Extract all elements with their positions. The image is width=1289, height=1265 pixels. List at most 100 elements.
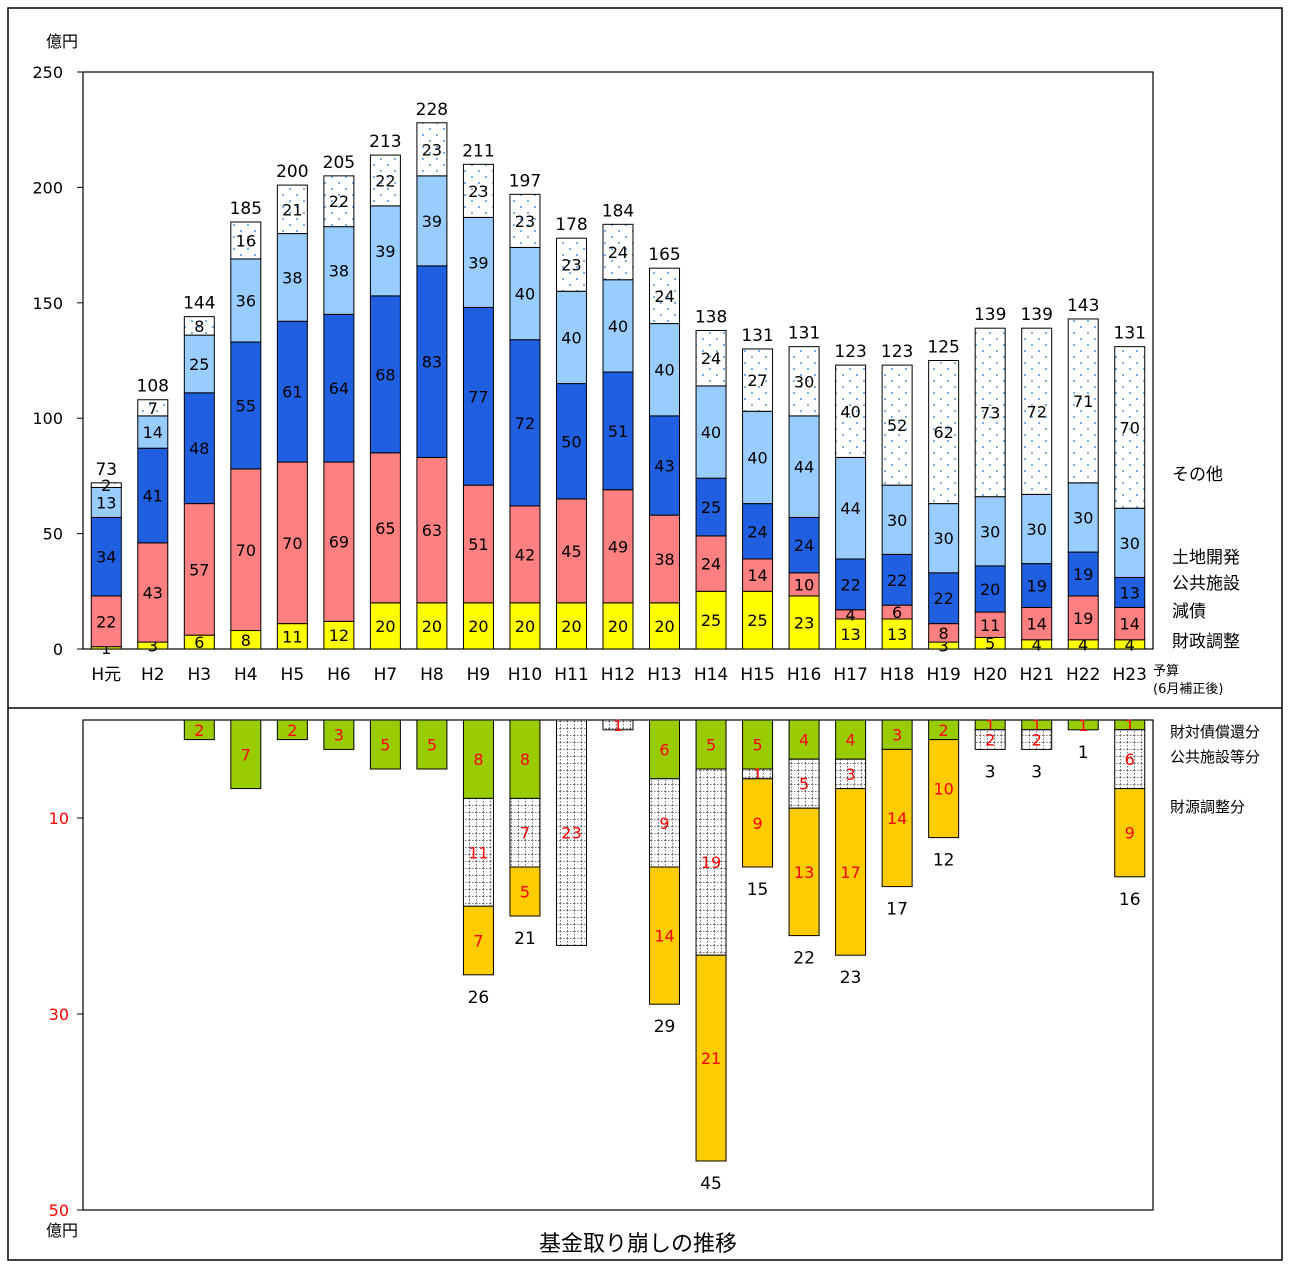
bottom-segment-label: 6: [1125, 750, 1135, 769]
top-segment-label: 65: [375, 519, 395, 538]
top-segment-label: 14: [747, 566, 767, 585]
top-bar-segment: [555, 383, 587, 500]
top-bar-segment: [230, 341, 262, 470]
top-segment-label: 23: [468, 182, 488, 201]
bottom-segment-label: 1: [985, 716, 995, 735]
top-bar-segment: [742, 410, 774, 505]
bottom-bar-segment: [742, 719, 774, 770]
top-segment-label: 71: [1073, 392, 1093, 411]
bottom-segment-label: 4: [846, 731, 856, 750]
top-bar-segment: [509, 505, 541, 604]
top-segment-label: 72: [1027, 402, 1047, 421]
top-total-label: 211: [462, 141, 494, 161]
bottom-segment-label: 11: [468, 843, 488, 862]
top-bar-segment: [276, 623, 308, 650]
x-category-label: H7: [374, 665, 398, 685]
bottom-segment-label: 14: [654, 927, 674, 946]
top-legend-entry: 土地開発: [1172, 548, 1240, 568]
top-bar-segment: [928, 572, 960, 625]
top-bar-segment: [183, 503, 215, 636]
top-bar-segment: [90, 595, 122, 648]
top-bar-segment: [416, 602, 448, 650]
top-segment-label: 40: [654, 361, 674, 380]
top-bar-segment: [1067, 482, 1099, 553]
top-bar-segment: [137, 542, 169, 643]
top-segment-label: 25: [189, 355, 209, 374]
top-segment-label: 30: [980, 522, 1000, 541]
bottom-bar-segment: [416, 719, 448, 770]
top-bar-segment: [1067, 318, 1099, 484]
bottom-segment-label: 3: [892, 726, 902, 745]
bottom-total-label: 15: [747, 880, 769, 900]
top-segment-label: 20: [654, 617, 674, 636]
top-bar-segment: [695, 477, 727, 537]
x-category-label: H元: [91, 665, 121, 685]
bottom-bar-segment: [788, 807, 820, 937]
top-segment-label: 40: [840, 402, 860, 421]
x-category-label: H22: [1066, 665, 1100, 685]
top-total-label: 73: [95, 460, 117, 480]
top-segment-label: 20: [375, 617, 395, 636]
top-bar-segment: [509, 339, 541, 507]
bottom-segment-label: 14: [887, 809, 907, 828]
bottom-segment-label: 1: [613, 716, 623, 735]
top-total-label: 197: [509, 171, 541, 191]
top-bar-segment: [695, 385, 727, 479]
top-bar-segment: [509, 602, 541, 650]
bottom-bar-segment: [649, 778, 681, 868]
top-segment-label: 40: [561, 328, 581, 347]
bottom-bar-segment: [649, 866, 681, 1005]
top-bar-segment: [649, 323, 681, 417]
top-total-label: 123: [881, 342, 913, 362]
x-category-label: H2: [141, 665, 165, 685]
bottom-total-label: 26: [468, 988, 490, 1008]
top-segment-label: 70: [236, 541, 256, 560]
top-bar-segment: [1114, 346, 1146, 509]
top-total-label: 138: [695, 307, 727, 327]
top-segment-label: 43: [654, 457, 674, 476]
top-segment-label: 30: [1120, 534, 1140, 553]
top-bar-segment: [974, 611, 1006, 638]
top-segment-label: 14: [1027, 615, 1047, 634]
bottom-y-tick-label: 30: [49, 1005, 69, 1024]
top-segment-label: 40: [515, 285, 535, 304]
top-segment-label: 40: [701, 423, 721, 442]
top-segment-label: 4: [846, 605, 856, 624]
top-segment-label: 3: [939, 637, 949, 656]
x-category-label: H5: [281, 665, 305, 685]
top-segment-label: 30: [933, 529, 953, 548]
top-segment-label: 45: [561, 542, 581, 561]
bottom-total-label: 1: [1078, 743, 1089, 763]
top-y-tick-label: 50: [43, 525, 63, 544]
top-segment-label: 8: [194, 317, 204, 336]
top-bar-segment: [649, 267, 681, 325]
top-bar-segment: [137, 415, 169, 449]
x-category-label: H3: [187, 665, 211, 685]
top-total-label: 178: [555, 215, 587, 235]
top-segment-label: 40: [747, 448, 767, 467]
top-segment-label: 3: [148, 637, 158, 656]
bottom-bar-segment: [928, 739, 960, 839]
top-bar-segment: [183, 392, 215, 505]
bottom-total-label: 21: [514, 929, 536, 949]
top-segment-label: 34: [96, 548, 116, 567]
top-segment-label: 24: [654, 287, 674, 306]
top-bar-segment: [369, 602, 401, 650]
bottom-segment-label: 8: [520, 750, 530, 769]
bottom-y-axis: 10 30 50: [49, 809, 83, 1220]
bottom-segment-label: 2: [1032, 731, 1042, 750]
bottom-bar-segment: [788, 719, 820, 760]
bottom-legend-entry: 財対債償還分: [1170, 723, 1260, 741]
bottom-total-label: 3: [1031, 762, 1042, 782]
top-bar-segment: [90, 482, 122, 488]
top-bar-segment: [323, 226, 355, 315]
top-bar-segment: [416, 456, 448, 604]
top-segment-label: 11: [282, 627, 302, 646]
top-segment-label: 38: [329, 261, 349, 280]
bottom-legend-entry: 公共施設等分: [1170, 748, 1260, 766]
bottom-plot-area: [82, 719, 1154, 1211]
top-segment-label: 1: [101, 639, 111, 658]
bottom-bar-segment: [462, 719, 494, 799]
